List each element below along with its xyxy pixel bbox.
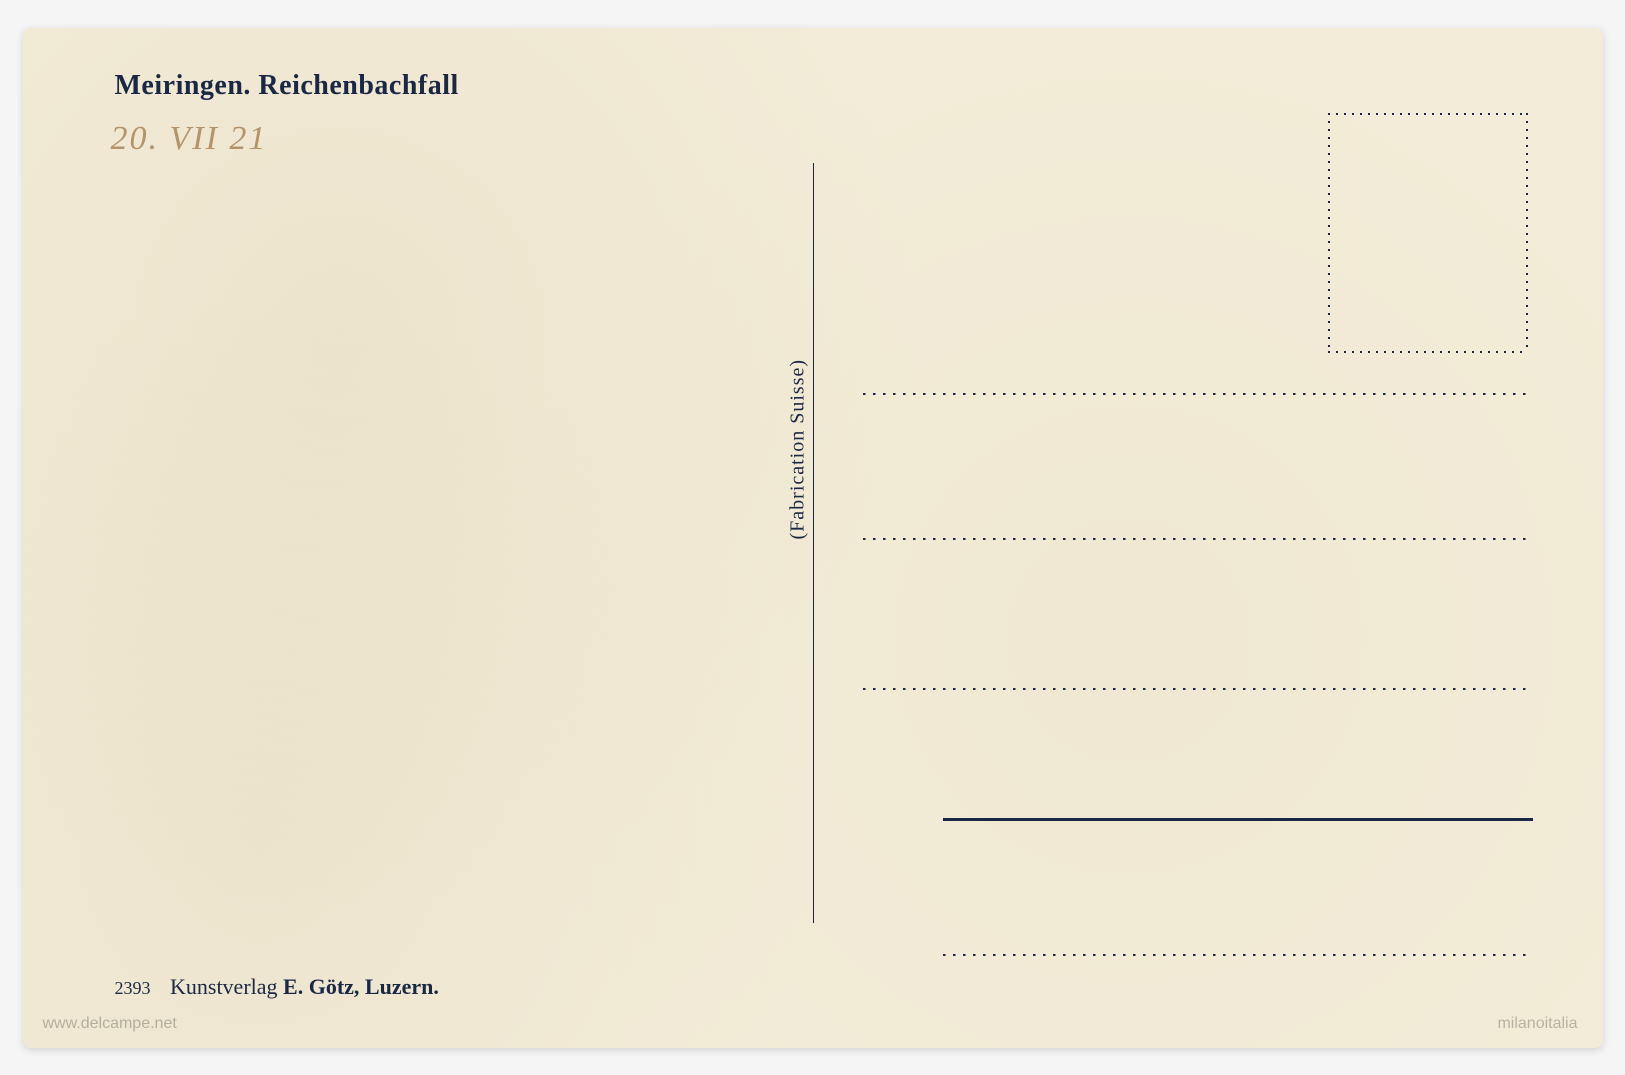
- postcard-title: Meiringen. Reichenbachfall: [115, 70, 459, 102]
- address-line-4: [943, 954, 1533, 956]
- watermark-right: milanoitalia: [1497, 1015, 1577, 1033]
- publisher-prefix: Kunstverlag: [170, 974, 278, 999]
- publisher-credit: 2393 Kunstverlag E. Götz, Luzern.: [115, 974, 439, 1000]
- address-line-2: [863, 538, 1533, 540]
- publisher-city: Luzern.: [365, 974, 439, 999]
- postcard-back: Meiringen. Reichenbachfall 20. VII 21 (F…: [23, 28, 1603, 1048]
- address-line-3: [863, 688, 1533, 690]
- title-location: Meiringen.: [115, 70, 251, 101]
- title-subject: Reichenbachfall: [258, 70, 458, 101]
- fabrication-label: (Fabrication Suisse): [786, 358, 809, 539]
- address-underline: [943, 818, 1533, 821]
- address-line-1: [863, 393, 1533, 395]
- watermark-left: www.delcampe.net: [43, 1015, 177, 1033]
- center-divider-line: [813, 163, 814, 923]
- stamp-placeholder-box: [1328, 113, 1528, 353]
- handwritten-date: 20. VII 21: [111, 120, 268, 158]
- publisher-name: E. Götz,: [283, 974, 359, 999]
- publisher-number: 2393: [115, 978, 151, 998]
